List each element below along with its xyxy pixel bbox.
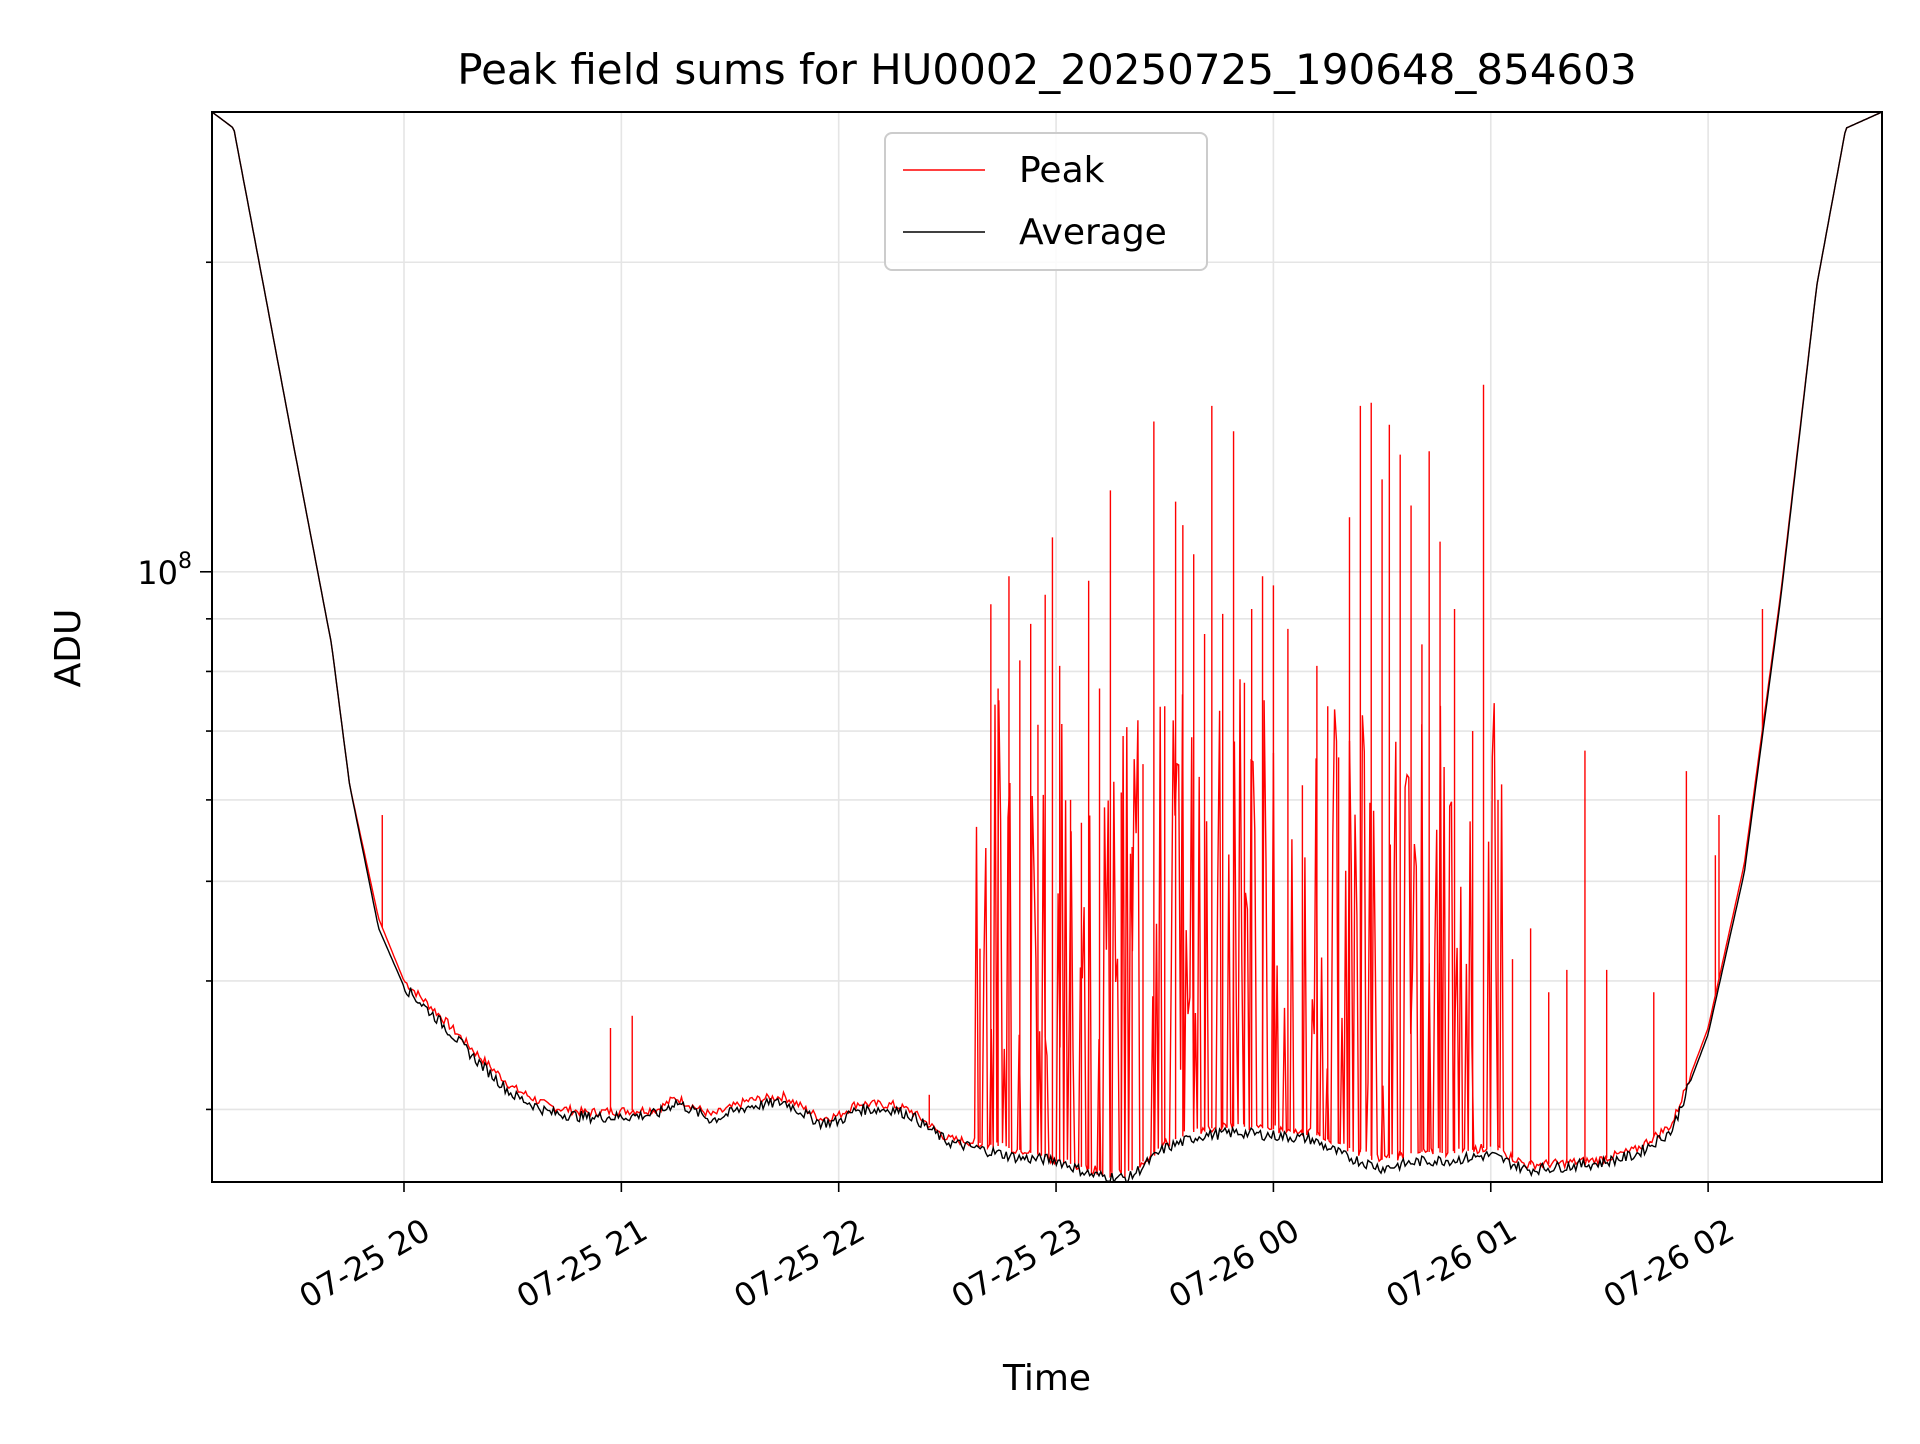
plot-frame — [211, 111, 1883, 1183]
series-average-line — [212, 112, 1882, 1182]
x-axis-label: Time — [1002, 1358, 1091, 1399]
series-layer — [212, 112, 1882, 1182]
y-axis-label: ADU — [48, 609, 89, 688]
legend-box — [884, 132, 1208, 271]
legend-label-average: Average — [1019, 212, 1167, 253]
legend: Peak Average — [884, 132, 1208, 271]
series-peak-line — [212, 112, 1882, 1179]
y-tick-label: 108 — [137, 549, 192, 592]
y-tick-label-exponent: 8 — [178, 549, 192, 574]
legend-label-peak: Peak — [1019, 150, 1105, 191]
chart-title: Peak field sums for HU0002_20250725_1906… — [457, 45, 1636, 94]
